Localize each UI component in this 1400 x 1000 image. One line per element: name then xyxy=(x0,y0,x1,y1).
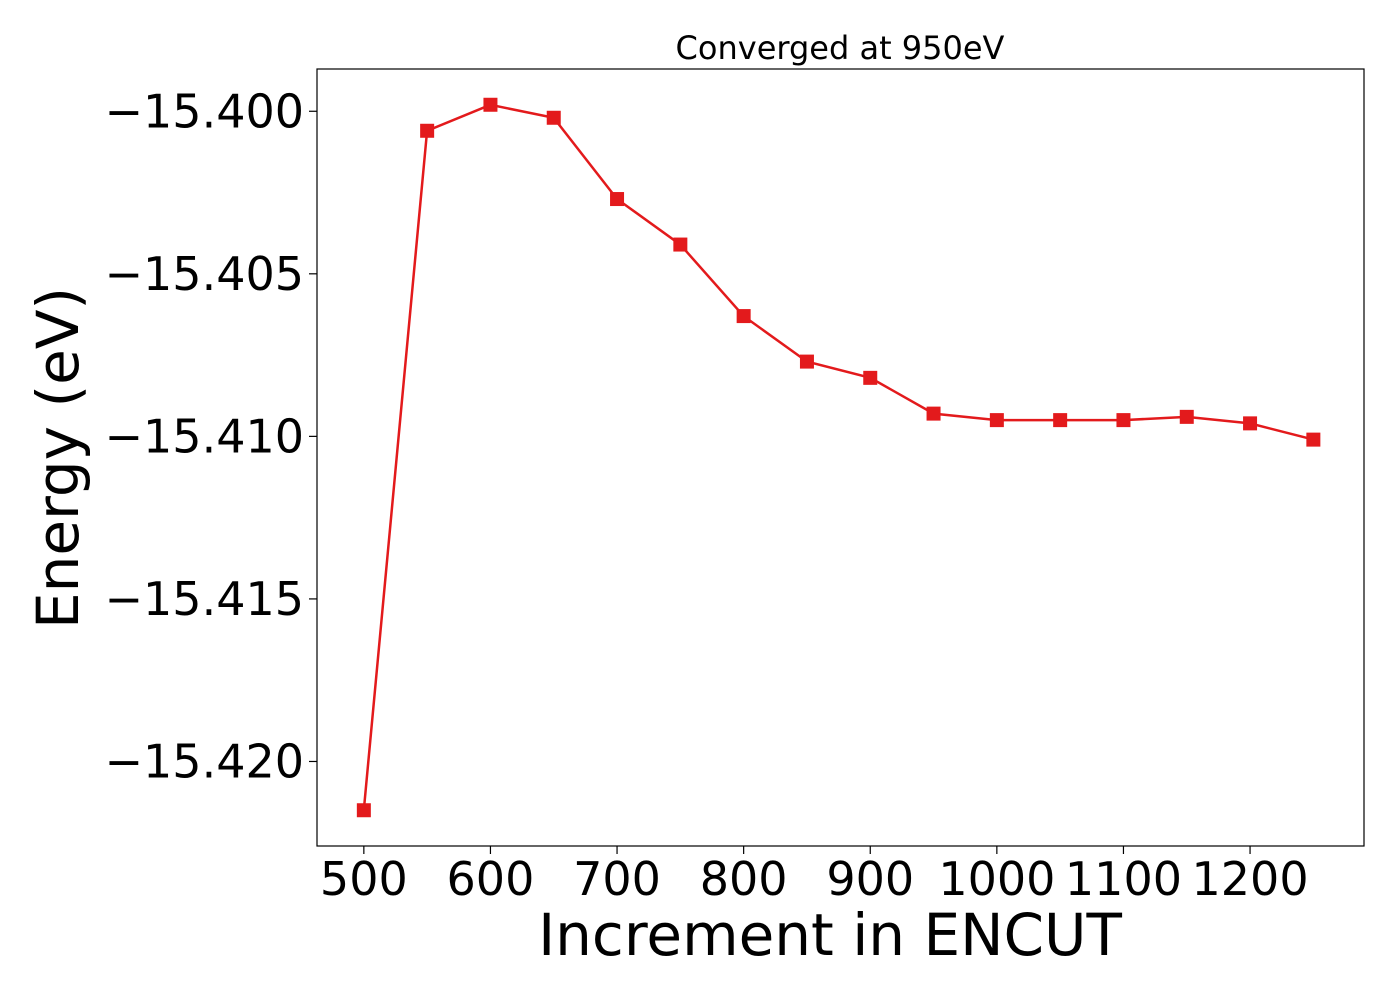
x-tick-label: 1100 xyxy=(1065,852,1182,906)
data-point xyxy=(1053,413,1068,428)
data-point xyxy=(420,123,435,138)
y-tick-label: −15.420 xyxy=(105,734,305,788)
series-line xyxy=(362,103,1314,811)
x-axis-label: Increment in ENCUT xyxy=(538,901,1122,969)
data-point xyxy=(799,354,814,369)
data-point xyxy=(546,110,561,125)
y-axis-label: Energy (eV) xyxy=(24,287,92,629)
data-point xyxy=(989,413,1004,428)
plot-series xyxy=(356,97,1321,818)
data-point xyxy=(1243,416,1258,431)
data-point xyxy=(863,370,878,385)
x-tick-label: 1200 xyxy=(1192,852,1309,906)
x-tick-label: 900 xyxy=(826,852,914,906)
y-axis: −15.400 −15.405 −15.410 −15.415 −15.420 xyxy=(105,84,317,788)
data-point xyxy=(736,309,751,324)
x-axis: 500 600 700 800 900 1000 1100 1200 xyxy=(320,846,1309,906)
data-point xyxy=(1306,432,1321,447)
data-point xyxy=(483,97,498,112)
data-point xyxy=(1179,409,1194,424)
y-tick-label: −15.400 xyxy=(105,84,305,138)
data-point xyxy=(610,192,625,207)
x-tick-label: 500 xyxy=(320,852,408,906)
data-point xyxy=(1116,413,1131,428)
plot-frame xyxy=(316,68,1365,847)
data-point xyxy=(926,406,941,421)
x-tick-label: 800 xyxy=(700,852,788,906)
y-tick-label: −15.410 xyxy=(105,409,305,463)
chart-title: Converged at 950eV xyxy=(676,29,1005,67)
data-point xyxy=(673,237,688,252)
data-point xyxy=(356,803,371,818)
x-tick-label: 1000 xyxy=(938,852,1055,906)
x-tick-label: 600 xyxy=(447,852,535,906)
x-tick-label: 700 xyxy=(573,852,661,906)
y-tick-label: −15.415 xyxy=(105,572,305,626)
y-tick-label: −15.405 xyxy=(105,247,305,301)
